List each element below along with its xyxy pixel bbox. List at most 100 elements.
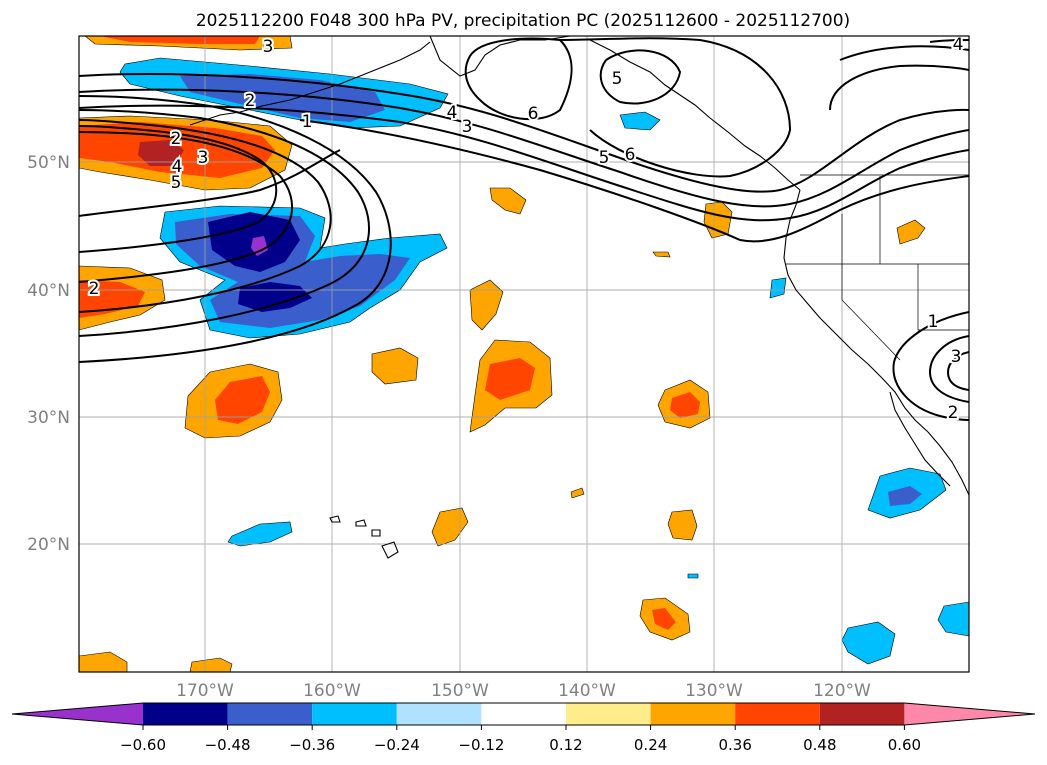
- map-frame: [78, 35, 970, 673]
- colorbar-segment: [481, 703, 566, 725]
- shade-w-red: [79, 280, 145, 318]
- pv-contour-15: [829, 64, 969, 111]
- pv-contour-3: [79, 104, 969, 222]
- shade-se-edge-lightblue: [937, 601, 969, 637]
- shade-small-orange-2: [570, 487, 585, 499]
- pv-contour-18: [946, 351, 969, 391]
- pv-contour-19: [929, 39, 969, 43]
- shade-e-lightblue-2: [769, 277, 787, 299]
- colorbar-tick-label: 0.24: [634, 736, 667, 754]
- pv-contour-11: [464, 37, 573, 121]
- pv-contours: [79, 37, 969, 421]
- shade-blob10-orange: [667, 509, 698, 541]
- shade-mid-darkblue-2: [238, 282, 312, 312]
- colorbar-tick-label: 0.36: [718, 736, 751, 754]
- shade-blob11-red: [652, 608, 676, 630]
- longitude-labels: 170°W 160°W 150°W 140°W 130°W 120°W: [176, 681, 871, 701]
- colorbar-segment: [650, 703, 736, 725]
- lon-label-160w: 160°W: [303, 681, 361, 701]
- colorbar-tick-label: −0.48: [205, 736, 251, 754]
- colorbar-tick-label: 0.12: [549, 736, 582, 754]
- lon-label-140w: 140°W: [558, 681, 616, 701]
- pv-contour-16: [892, 311, 969, 421]
- contour-label: 3: [462, 117, 473, 137]
- colorbar-tick-label: 0.48: [803, 736, 836, 754]
- colorbar-tick-label: −0.36: [289, 736, 335, 754]
- pv-contour-5: [79, 149, 341, 217]
- pv-contour-6: [79, 125, 278, 253]
- shade-blob3-orange: [469, 279, 504, 331]
- contour-label: 2: [245, 91, 256, 111]
- contour-label: 4: [953, 35, 964, 55]
- contour-label: 6: [528, 104, 539, 124]
- contour-label: 4: [447, 103, 458, 123]
- colorbar-tick-label: −0.60: [120, 736, 166, 754]
- state-border-4: [841, 264, 901, 361]
- colorbar-segment: [312, 703, 397, 725]
- lat-label-20n: 20°N: [27, 535, 70, 555]
- pv-contour-17: [928, 335, 969, 403]
- figure-title: 2025112200 F048 300 hPa PV, precipitatio…: [196, 11, 850, 31]
- contour-label: 2: [89, 279, 100, 299]
- shade-bottom-left-orange: [79, 651, 128, 672]
- contour-label: 3: [198, 148, 209, 168]
- shade-s-lightblue: [841, 621, 896, 665]
- colorbar-tick-label: −0.12: [458, 736, 504, 754]
- alaska-coast: [429, 36, 571, 77]
- pv-contour-10: [79, 95, 392, 363]
- hawaii-islands: [329, 515, 399, 559]
- shade-blob2-red: [485, 358, 535, 400]
- map-area: 3 2 1 4 3 2 3 4 5 5 6 5 6 2 4 1 3 2: [79, 35, 969, 672]
- contour-label: 6: [625, 145, 636, 165]
- colorbar-tick-labels: −0.60 −0.48 −0.36 −0.24 −0.12 0.12 0.24 …: [120, 736, 921, 754]
- baja-coast: [889, 391, 951, 487]
- shade-blob6-orange: [489, 187, 527, 215]
- colorbar-ticks: [142, 725, 905, 730]
- shade-nw-darkred: [138, 140, 184, 166]
- pv-contour-1: [79, 73, 969, 193]
- lat-label-50n: 50°N: [27, 153, 70, 173]
- contour-label: 1: [302, 112, 313, 132]
- colorbar-segment: [227, 703, 313, 725]
- shade-blob1-red: [215, 376, 270, 424]
- colorbar-segment: [396, 703, 482, 725]
- coastlines: [189, 36, 969, 559]
- aleutian-chain: [189, 41, 431, 126]
- shade-small-lightblue: [687, 573, 699, 579]
- colorbar: −0.60 −0.48 −0.36 −0.24 −0.12 0.12 0.24 …: [11, 702, 1036, 754]
- pv-contour-14: [839, 45, 969, 61]
- shade-small-orange-1: [652, 251, 671, 258]
- lon-label-170w: 170°W: [176, 681, 234, 701]
- shade-sw-lightblue: [227, 521, 293, 547]
- contour-label: 2: [171, 129, 182, 149]
- contour-label: 2: [948, 403, 959, 423]
- pv-contour-13: [559, 37, 792, 178]
- shade-se-blue: [888, 486, 922, 506]
- colorbar-segment: [143, 703, 228, 725]
- lon-label-130w: 130°W: [685, 681, 743, 701]
- shade-blob5-red: [670, 392, 700, 418]
- colorbar-segment: [819, 703, 905, 725]
- latitude-labels: 50°N 40°N 30°N 20°N: [27, 153, 70, 555]
- contour-label: 5: [171, 173, 182, 193]
- pv-contour-4: [299, 119, 969, 243]
- colorbar-right-extension: [904, 703, 1035, 725]
- shade-e-lightblue-1: [619, 111, 661, 131]
- shade-bottom-mid-orange: [189, 657, 233, 672]
- contour-label: 1: [928, 312, 939, 332]
- pv-contour-7: [79, 131, 294, 283]
- colorbar-left-extension: [12, 703, 143, 725]
- pv-contour-8: [79, 119, 332, 313]
- pv-contour-9: [79, 109, 370, 337]
- colorbar-segment: [735, 703, 820, 725]
- contour-labels: 3 2 1 4 3 2 3 4 5 5 6 5 6 2 4 1 3 2: [87, 35, 966, 425]
- shade-blob4-orange: [371, 347, 419, 385]
- lon-label-120w: 120°W: [813, 681, 871, 701]
- pv-contour-2: [79, 88, 969, 208]
- canada-bc-coast: [589, 39, 801, 191]
- shade-blob8-orange: [896, 219, 926, 245]
- contour-label: 3: [263, 37, 274, 57]
- shade-mid-purple: [251, 236, 268, 256]
- positive-precip-shading: [79, 36, 926, 672]
- colorbar-tick-label: 0.60: [888, 736, 921, 754]
